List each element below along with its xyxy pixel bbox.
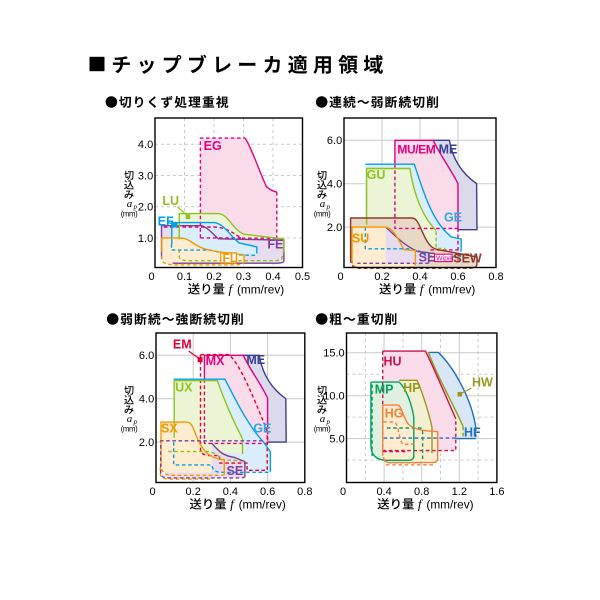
svg-text:SX: SX: [161, 422, 178, 436]
svg-text:p: p: [326, 418, 331, 426]
svg-text:MX: MX: [206, 354, 225, 368]
svg-text:Wiper: Wiper: [436, 255, 455, 262]
svg-text:0.6: 0.6: [260, 486, 275, 498]
svg-text:1.0: 1.0: [138, 233, 153, 245]
svg-text:a: a: [320, 198, 326, 210]
svg-text:0: 0: [337, 271, 343, 283]
svg-text:SE: SE: [226, 464, 243, 478]
svg-text:SE: SE: [419, 251, 436, 265]
svg-text:GE: GE: [253, 422, 271, 436]
svg-text:0: 0: [149, 486, 155, 498]
svg-text:(mm): (mm): [121, 425, 138, 434]
svg-text:(mm): (mm): [314, 210, 331, 219]
svg-text:f: f: [229, 282, 235, 297]
svg-text:HF: HF: [464, 426, 481, 440]
svg-text:2.0: 2.0: [139, 437, 154, 449]
svg-text:p: p: [326, 203, 331, 211]
svg-text:GU: GU: [367, 168, 386, 182]
svg-text:(mm): (mm): [314, 425, 331, 434]
svg-text:0.4: 0.4: [376, 486, 391, 498]
svg-text:HW: HW: [472, 376, 493, 390]
svg-text:f: f: [230, 497, 236, 512]
svg-text:EF: EF: [158, 214, 174, 228]
svg-text:5.0: 5.0: [329, 434, 344, 446]
svg-text:GE: GE: [444, 211, 462, 225]
svg-text:f: f: [420, 282, 426, 297]
svg-text:(mm/rev): (mm/rev): [428, 283, 475, 297]
svg-text:0: 0: [340, 486, 346, 498]
svg-text:EM: EM: [173, 338, 192, 352]
svg-text:FL: FL: [223, 251, 238, 265]
svg-text:(mm/rev): (mm/rev): [237, 283, 284, 297]
svg-text:6.0: 6.0: [139, 350, 154, 362]
svg-text:0.1: 0.1: [177, 271, 192, 283]
svg-text:0.8: 0.8: [488, 271, 503, 283]
svg-text:FE: FE: [267, 238, 283, 252]
svg-text:p: p: [133, 418, 138, 426]
svg-text:(mm/rev): (mm/rev): [239, 498, 286, 512]
svg-text:MP: MP: [375, 382, 394, 396]
svg-text:HU: HU: [384, 354, 402, 368]
svg-text:0.3: 0.3: [236, 271, 251, 283]
svg-text:0.5: 0.5: [295, 271, 310, 283]
svg-text:15.0: 15.0: [323, 348, 344, 360]
svg-text:a: a: [127, 198, 133, 210]
svg-text:0.2: 0.2: [186, 486, 201, 498]
svg-text:10.0: 10.0: [323, 391, 344, 403]
svg-text:(mm/rev): (mm/rev): [426, 498, 473, 512]
svg-text:MU/EM: MU/EM: [397, 143, 435, 157]
svg-text:a: a: [127, 413, 133, 425]
svg-text:0.8: 0.8: [414, 486, 429, 498]
svg-text:6.0: 6.0: [327, 135, 342, 147]
svg-text:UX: UX: [175, 380, 193, 394]
svg-text:ME: ME: [439, 143, 458, 157]
svg-text:0.6: 0.6: [450, 271, 465, 283]
svg-text:EG: EG: [204, 139, 222, 153]
svg-text:1.2: 1.2: [452, 486, 467, 498]
svg-text:(mm): (mm): [121, 210, 138, 219]
svg-text:1.6: 1.6: [489, 486, 504, 498]
svg-text:4.0: 4.0: [138, 139, 153, 151]
svg-text:f: f: [418, 497, 424, 512]
svg-text:SU: SU: [352, 232, 369, 246]
svg-text:0.8: 0.8: [297, 486, 312, 498]
svg-text:0.2: 0.2: [374, 271, 389, 283]
svg-text:LU: LU: [162, 194, 179, 208]
svg-text:SEW: SEW: [453, 251, 482, 265]
svg-text:2.0: 2.0: [138, 202, 153, 214]
svg-text:0: 0: [148, 271, 154, 283]
svg-text:4.0: 4.0: [327, 179, 342, 191]
svg-text:ME: ME: [246, 353, 265, 367]
svg-text:p: p: [133, 203, 138, 211]
svg-text:HG: HG: [385, 406, 404, 420]
svg-text:0.4: 0.4: [265, 271, 280, 283]
svg-text:4.0: 4.0: [139, 394, 154, 406]
svg-text:2.0: 2.0: [327, 222, 342, 234]
svg-text:0.2: 0.2: [206, 271, 221, 283]
svg-text:0.4: 0.4: [223, 486, 238, 498]
svg-text:HP: HP: [403, 381, 420, 395]
svg-text:a: a: [320, 413, 326, 425]
svg-text:3.0: 3.0: [138, 170, 153, 182]
svg-text:0.4: 0.4: [412, 271, 427, 283]
